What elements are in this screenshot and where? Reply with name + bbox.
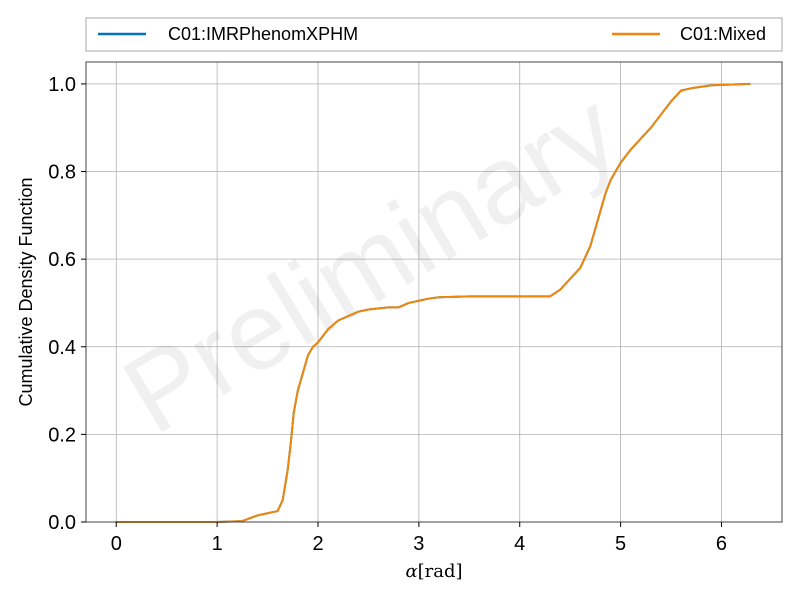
series-layer <box>115 82 751 523</box>
legend: C01:IMRPhenomXPHM C01:Mixed <box>85 17 783 52</box>
x-tick-label: 2 <box>312 533 323 555</box>
y-tick-label: 0.6 <box>48 249 76 271</box>
axes-box <box>85 61 783 523</box>
x-axis-ticks: 0 1 2 3 4 5 6 <box>111 522 727 555</box>
x-tick-label: 1 <box>212 533 223 555</box>
y-tick-label: 1.0 <box>48 74 76 96</box>
x-tick-label: 4 <box>514 533 525 555</box>
y-tick-label: 0.2 <box>48 424 76 446</box>
legend-frame <box>85 17 783 52</box>
watermark-text: Preliminary <box>103 68 638 457</box>
series-line-1 <box>115 82 751 523</box>
y-tick-label: 0.8 <box>48 162 76 184</box>
y-tick-label: 0.4 <box>48 337 76 359</box>
y-axis-ticks: 0.0 0.2 0.4 0.6 0.8 1.0 <box>48 74 86 534</box>
x-tick-label: 6 <box>716 533 727 555</box>
legend-label-series-0: C01:IMRPhenomXPHM <box>168 24 358 44</box>
x-tick-label: 5 <box>615 533 626 555</box>
x-tick-label: 3 <box>413 533 424 555</box>
legend-label-series-1: C01:Mixed <box>680 24 766 44</box>
y-tick-label: 0.0 <box>48 512 76 534</box>
x-axis-label: α[rad] <box>405 561 462 582</box>
y-axis-label: Cumulative Density Function <box>16 177 36 406</box>
x-tick-label: 0 <box>111 533 122 555</box>
plot-frame <box>85 61 783 523</box>
